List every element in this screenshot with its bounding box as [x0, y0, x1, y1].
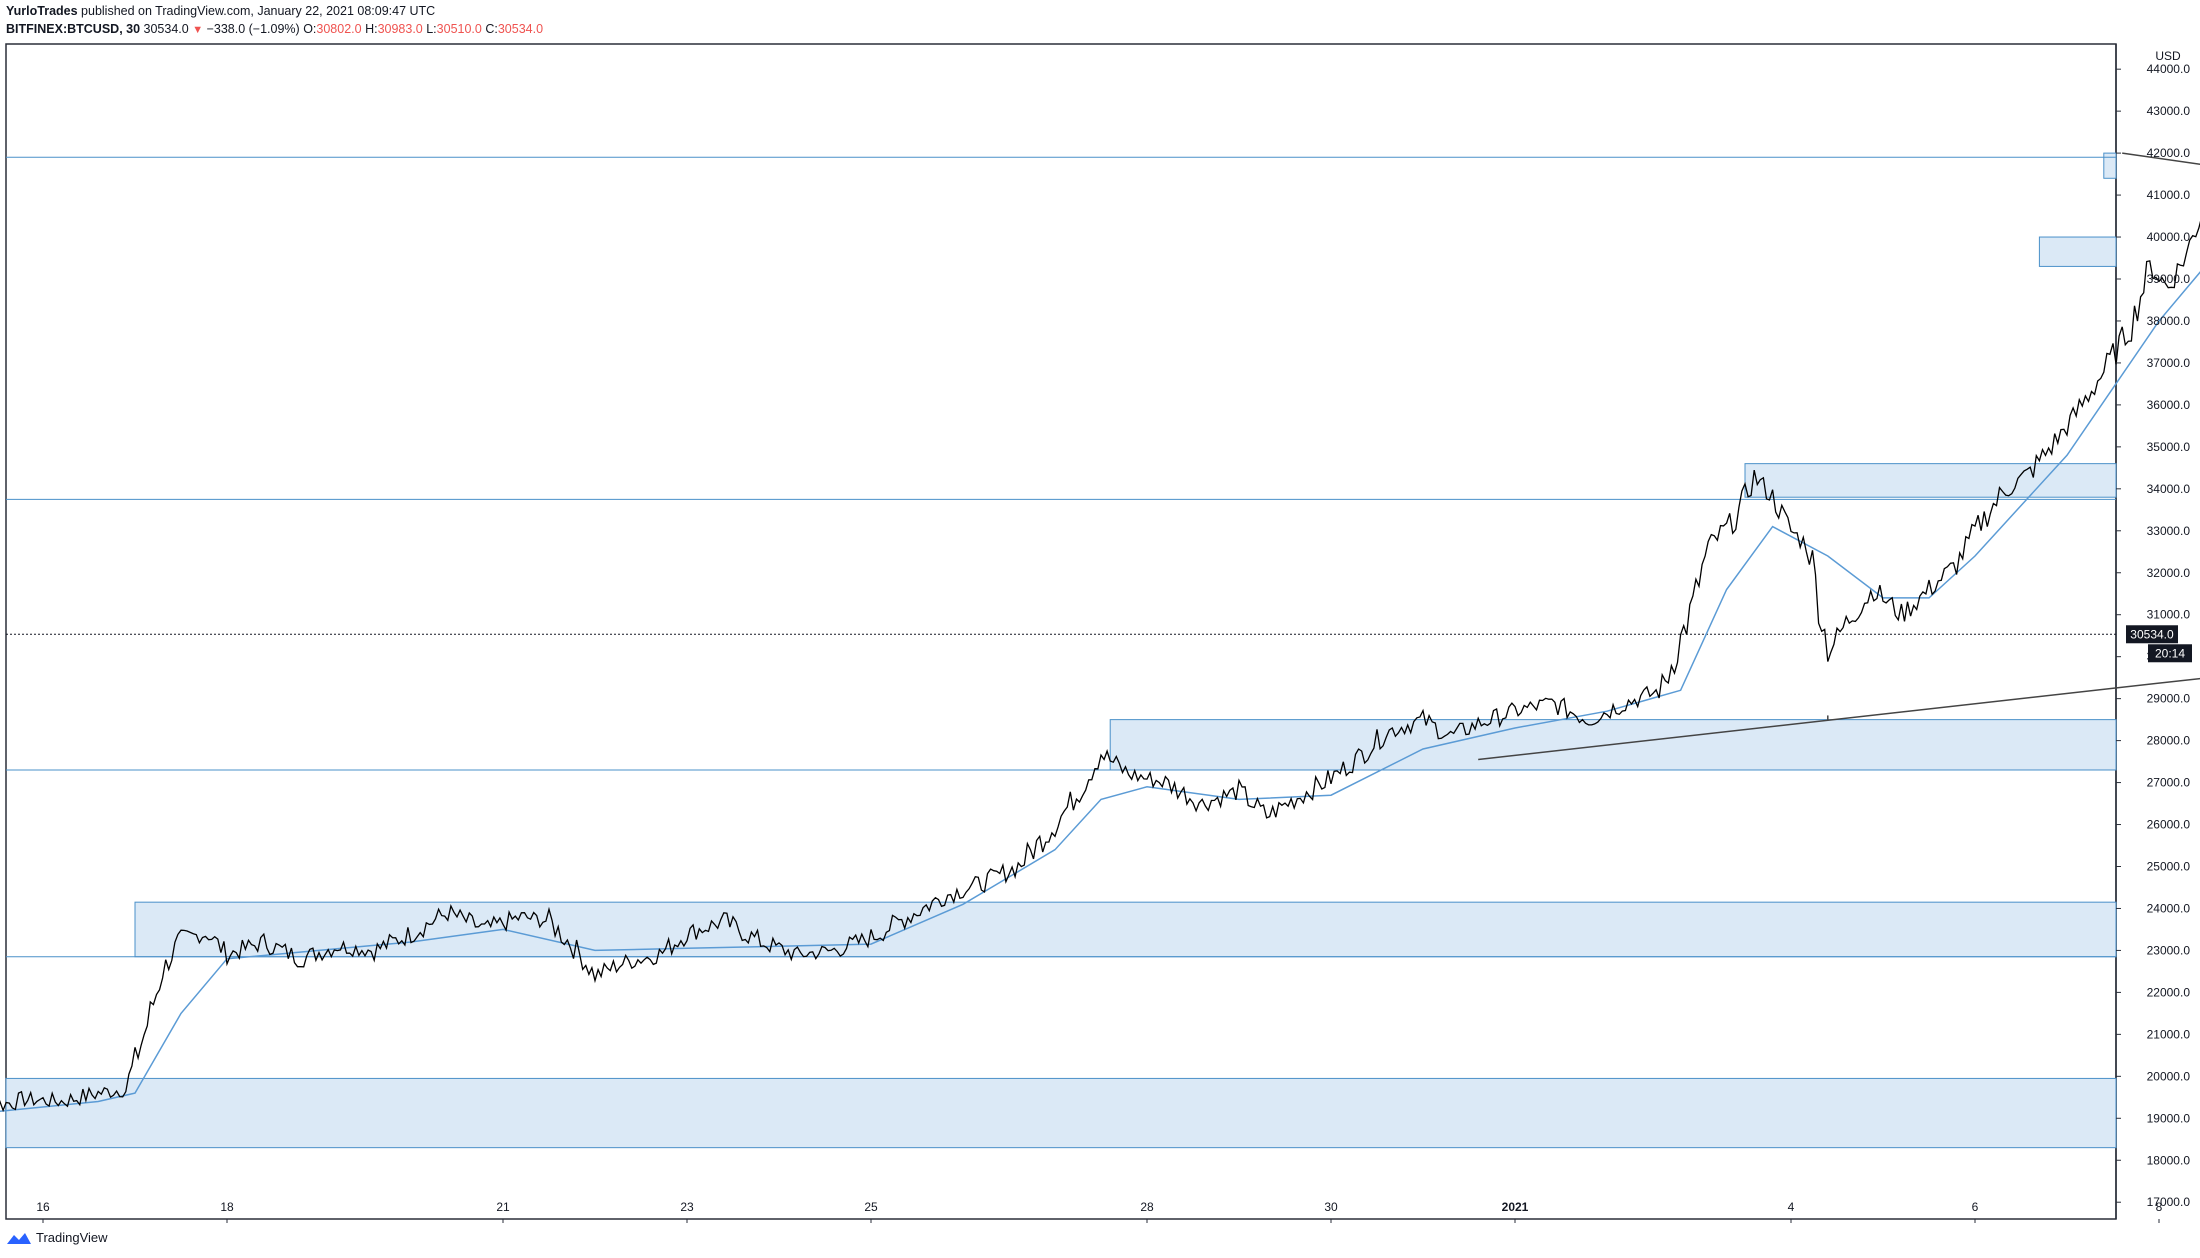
y-tick-label: 41000.0: [2147, 188, 2191, 202]
x-axis-ticks: 161821232528302021468111315182022252729: [36, 1200, 2163, 1223]
y-tick-label: 36000.0: [2147, 398, 2191, 412]
y-tick-label: 39000.0: [2147, 272, 2191, 286]
y-tick-label: 19000.0: [2147, 1111, 2191, 1125]
y-tick-label: 43000.0: [2147, 104, 2191, 118]
x-tick-label: 18: [220, 1200, 234, 1214]
open-label: O:: [303, 22, 317, 36]
zone-3[interactable]: [1744, 463, 2117, 498]
last-price-tag-bg: [2126, 625, 2178, 644]
y-tick-label: 22000.0: [2147, 985, 2191, 999]
y-tick-label: 24000.0: [2147, 901, 2191, 915]
footer-branding[interactable]: TradingView: [6, 1230, 108, 1245]
change-label: −338.0 (−1.09%): [206, 22, 300, 36]
x-tick-label: 2021: [1502, 1200, 1529, 1214]
y-tick-label: 20000.0: [2147, 1069, 2191, 1083]
close-value: 30534.0: [497, 22, 544, 36]
currency-label: USD: [2155, 49, 2181, 63]
y-tick-label: 26000.0: [2147, 818, 2191, 832]
high-label: H:: [365, 22, 378, 36]
zone-0[interactable]: [2103, 152, 2117, 179]
y-tick-label: 32000.0: [2147, 566, 2191, 580]
price-line: [0, 220, 2200, 1113]
publish-line: YurloTrades published on TradingView.com…: [6, 4, 435, 18]
author-name[interactable]: YurloTrades: [6, 4, 78, 18]
last-price-tag: 30534.0 20:14: [2126, 625, 2192, 663]
symbol-line: BITFINEX:BTCUSD, 30 30534.0 ▼ −338.0 (−1…: [6, 22, 543, 36]
zone-1[interactable]: [2038, 236, 2117, 267]
y-tick-label: 23000.0: [2147, 943, 2191, 957]
last-price-tag-text: 30534.0: [2130, 627, 2174, 641]
tradingview-logo-icon: [7, 1232, 31, 1244]
x-tick-label: 23: [680, 1200, 694, 1214]
trend-lines-layer: [1478, 152, 2200, 761]
x-tick-label: 4: [1788, 1200, 1795, 1214]
x-tick-label: 28: [1140, 1200, 1154, 1214]
y-tick-label: 25000.0: [2147, 860, 2191, 874]
y-tick-label: 34000.0: [2147, 482, 2191, 496]
x-tick-label: 30: [1324, 1200, 1338, 1214]
y-tick-label: 18000.0: [2147, 1153, 2191, 1167]
symbol-label: BITFINEX:BTCUSD, 30: [6, 22, 141, 36]
y-tick-label: 35000.0: [2147, 440, 2191, 454]
moving-average-line: [0, 271, 2200, 1113]
brand-label: TradingView: [36, 1230, 108, 1245]
x-tick-label: 21: [496, 1200, 510, 1214]
y-tick-label: 38000.0: [2147, 314, 2191, 328]
y-tick-label: 44000.0: [2147, 62, 2191, 76]
zone-7[interactable]: [5, 1077, 2117, 1149]
open-value: 30802.0: [316, 22, 362, 36]
y-tick-label: 40000.0: [2147, 230, 2191, 244]
y-tick-label: 17000.0: [2147, 1195, 2191, 1209]
trend-line-1[interactable]: [1478, 453, 2200, 761]
published-text: published on TradingView.com, January 22…: [81, 4, 436, 18]
y-tick-label: 31000.0: [2147, 608, 2191, 622]
x-tick-label: 8: [2156, 1200, 2163, 1214]
y-tick-label: 33000.0: [2147, 524, 2191, 538]
x-tick-label: 16: [36, 1200, 50, 1214]
close-label: C:: [485, 22, 498, 36]
zones-layer: [5, 152, 2117, 1149]
x-tick-label: 6: [1972, 1200, 1979, 1214]
low-label: L:: [426, 22, 437, 36]
y-tick-label: 27000.0: [2147, 776, 2191, 790]
down-triangle-icon: ▼: [192, 24, 204, 36]
horizontal-lines-layer: [6, 156, 2116, 958]
price-candles-layer: [0, 220, 2200, 1113]
x-tick-label: 25: [864, 1200, 878, 1214]
countdown-tag-text: 20:14: [2155, 646, 2185, 660]
high-value: 30983.0: [377, 22, 423, 36]
plot-frame: [5, 43, 2117, 1220]
y-tick-label: 37000.0: [2147, 356, 2191, 370]
zone-6[interactable]: [134, 901, 2117, 958]
last-price-label: 30534.0: [143, 22, 189, 36]
y-tick-label: 42000.0: [2147, 146, 2191, 160]
countdown-tag-bg: [2148, 644, 2192, 663]
y-tick-label: 21000.0: [2147, 1027, 2191, 1041]
low-value: 30510.0: [436, 22, 482, 36]
y-tick-label: 29000.0: [2147, 692, 2191, 706]
y-tick-label: 28000.0: [2147, 734, 2191, 748]
